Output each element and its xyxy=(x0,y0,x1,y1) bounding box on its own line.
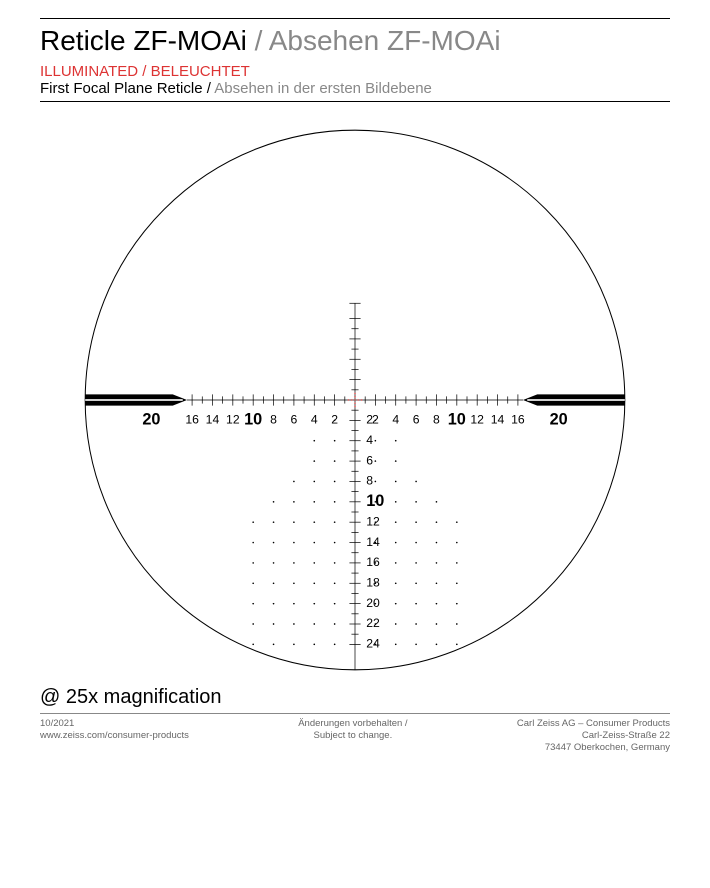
svg-text:2: 2 xyxy=(366,413,373,427)
svg-text:20: 20 xyxy=(550,411,568,429)
svg-text:14: 14 xyxy=(206,413,220,427)
title-de: Absehen ZF-MOAi xyxy=(269,25,501,56)
svg-text:10: 10 xyxy=(448,411,466,429)
svg-text:4: 4 xyxy=(311,413,318,427)
footer-right: Carl Zeiss AG – Consumer Products Carl-Z… xyxy=(517,718,670,754)
svg-text:4: 4 xyxy=(366,433,373,447)
ffp-de: Absehen in der ersten Bildebene xyxy=(214,80,432,97)
illuminated-label: ILLUMINATED / BELEUCHTET xyxy=(40,63,670,80)
footer-city: 73447 Oberkochen, Germany xyxy=(545,742,670,753)
sub-rule xyxy=(40,101,670,102)
footer: 10/2021 www.zeiss.com/consumer-products … xyxy=(40,714,670,754)
footer-company: Carl Zeiss AG – Consumer Products xyxy=(517,718,670,729)
svg-text:6: 6 xyxy=(413,413,420,427)
svg-text:20: 20 xyxy=(366,596,380,610)
title-en: Reticle ZF-MOAi xyxy=(40,25,247,56)
footer-street: Carl-Zeiss-Straße 22 xyxy=(582,730,670,741)
footer-date: 10/2021 xyxy=(40,718,74,729)
svg-text:8: 8 xyxy=(270,413,277,427)
svg-text:14: 14 xyxy=(491,413,505,427)
svg-text:14: 14 xyxy=(366,535,380,549)
svg-text:22: 22 xyxy=(366,616,380,630)
footer-change-de: Änderungen vorbehalten / xyxy=(298,718,407,729)
svg-text:16: 16 xyxy=(511,413,525,427)
top-rule xyxy=(40,18,670,19)
svg-text:10: 10 xyxy=(244,411,262,429)
svg-text:6: 6 xyxy=(366,453,373,467)
ffp-label: First Focal Plane Reticle / Absehen in d… xyxy=(40,80,670,97)
page-title: Reticle ZF-MOAi / Absehen ZF-MOAi xyxy=(40,25,670,57)
magnification-label: @ 25x magnification xyxy=(40,686,670,709)
svg-text:6: 6 xyxy=(291,413,298,427)
svg-text:4: 4 xyxy=(392,413,399,427)
illum-de: BELEUCHTET xyxy=(151,63,250,80)
illum-en: ILLUMINATED xyxy=(40,63,138,80)
reticle-diagram: 2244668810101212141416162020246810121416… xyxy=(75,120,635,680)
footer-left: 10/2021 www.zeiss.com/consumer-products xyxy=(40,718,189,754)
footer-change-en: Subject to change. xyxy=(314,730,393,741)
svg-text:18: 18 xyxy=(366,575,380,589)
svg-text:12: 12 xyxy=(226,413,240,427)
svg-text:12: 12 xyxy=(366,514,380,528)
title-sep: / xyxy=(247,25,269,56)
svg-text:16: 16 xyxy=(185,413,199,427)
svg-text:20: 20 xyxy=(142,411,160,429)
footer-url: www.zeiss.com/consumer-products xyxy=(40,730,189,741)
svg-text:12: 12 xyxy=(470,413,484,427)
svg-text:8: 8 xyxy=(433,413,440,427)
ffp-en: First Focal Plane Reticle xyxy=(40,80,203,97)
footer-center: Änderungen vorbehalten / Subject to chan… xyxy=(298,718,407,754)
svg-text:16: 16 xyxy=(366,555,380,569)
svg-text:8: 8 xyxy=(366,474,373,488)
svg-text:24: 24 xyxy=(366,637,380,651)
